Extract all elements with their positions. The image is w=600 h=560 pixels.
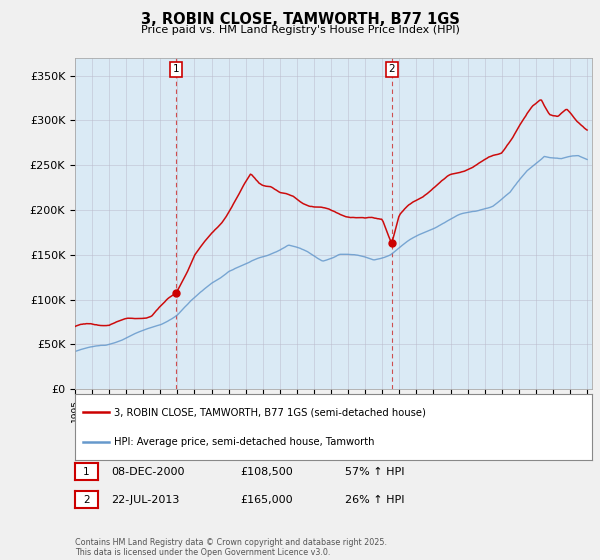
Text: 3, ROBIN CLOSE, TAMWORTH, B77 1GS (semi-detached house): 3, ROBIN CLOSE, TAMWORTH, B77 1GS (semi-… <box>114 407 425 417</box>
Text: 22-JUL-2013: 22-JUL-2013 <box>111 494 179 505</box>
Text: 57% ↑ HPI: 57% ↑ HPI <box>345 466 404 477</box>
Text: Contains HM Land Registry data © Crown copyright and database right 2025.
This d: Contains HM Land Registry data © Crown c… <box>75 538 387 557</box>
Text: 08-DEC-2000: 08-DEC-2000 <box>111 466 185 477</box>
Text: 1: 1 <box>83 466 90 477</box>
Text: 26% ↑ HPI: 26% ↑ HPI <box>345 494 404 505</box>
Text: 3, ROBIN CLOSE, TAMWORTH, B77 1GS: 3, ROBIN CLOSE, TAMWORTH, B77 1GS <box>140 12 460 27</box>
Text: £165,000: £165,000 <box>240 494 293 505</box>
Text: HPI: Average price, semi-detached house, Tamworth: HPI: Average price, semi-detached house,… <box>114 437 374 447</box>
Text: £108,500: £108,500 <box>240 466 293 477</box>
Text: 2: 2 <box>83 494 90 505</box>
Text: 2: 2 <box>388 64 395 74</box>
Text: 1: 1 <box>173 64 179 74</box>
Text: Price paid vs. HM Land Registry's House Price Index (HPI): Price paid vs. HM Land Registry's House … <box>140 25 460 35</box>
